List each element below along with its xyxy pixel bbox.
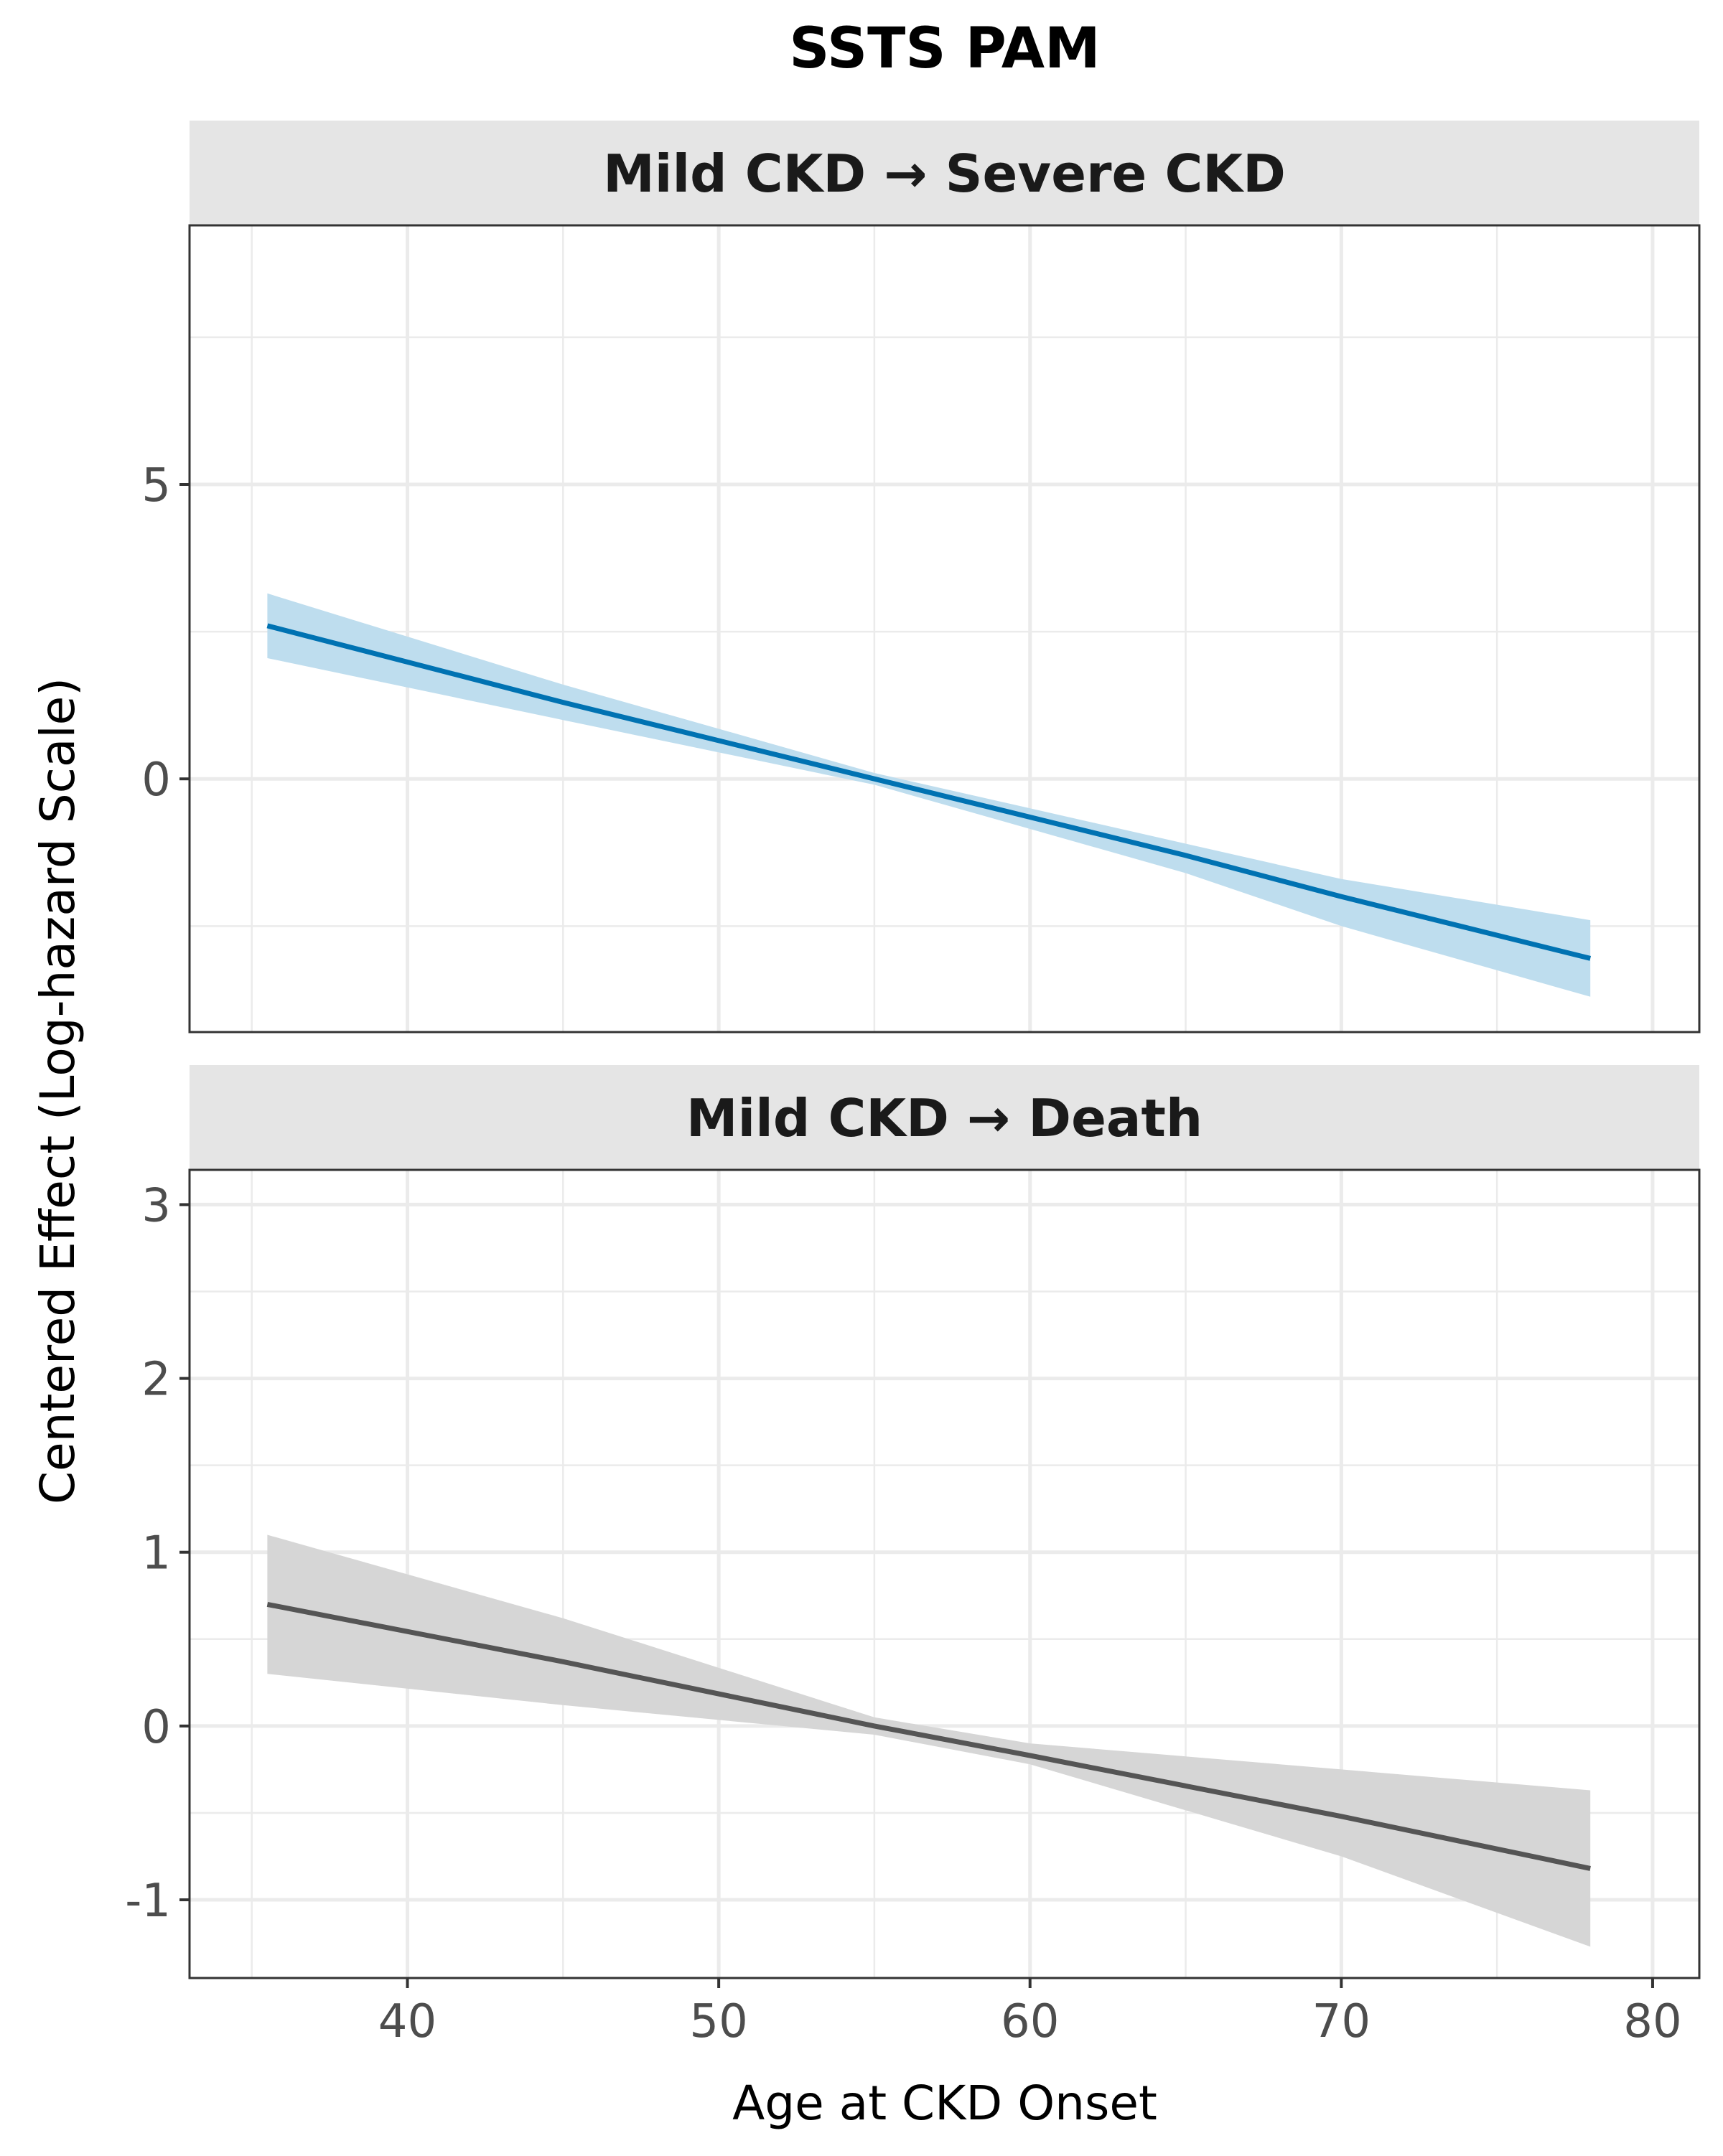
x-tick-label: 40 <box>378 1995 436 2048</box>
x-tick-label: 50 <box>689 1995 747 2048</box>
panel-1: Mild CKD → Severe CKD 0 5 <box>141 121 1701 1034</box>
y-tick-label: 3 <box>141 1179 171 1232</box>
chart-title: SSTS PAM <box>789 17 1100 81</box>
panel-border <box>188 1168 1701 1979</box>
x-tick-label: 80 <box>1623 1995 1681 2048</box>
y-tick-label: -1 <box>125 1875 171 1928</box>
series-line <box>266 623 1592 961</box>
panel-2: Mild CKD → Death -1 0 1 2 3 40 50 60 70 80 <box>125 1065 1701 2048</box>
panel-strip-label: Mild CKD → Severe CKD <box>603 144 1286 204</box>
confidence-band <box>267 593 1591 997</box>
x-tick-label: 60 <box>1001 1995 1059 2048</box>
y-tick-label: 2 <box>141 1354 171 1407</box>
y-tick-label: 0 <box>141 754 171 807</box>
confidence-band <box>267 1534 1591 1947</box>
panels-layer: Mild CKD → Severe CKD 0 5 Mild CKD → Death -… <box>125 121 1701 2048</box>
panel-strip <box>190 121 1699 225</box>
y-tick-label: 0 <box>141 1701 171 1754</box>
x-axis-label: Age at CKD Onset <box>732 2076 1157 2131</box>
x-tick-label: 70 <box>1312 1995 1371 2048</box>
series-line <box>266 1601 1591 1871</box>
y-axis-label: Centered Effect (Log-hazard Scale) <box>30 678 85 1504</box>
panel-strip <box>190 1065 1699 1170</box>
panel-border <box>188 224 1701 1034</box>
y-tick-label: 5 <box>141 459 171 512</box>
panel-strip-label: Mild CKD → Death <box>686 1088 1203 1148</box>
y-tick-label: 1 <box>141 1527 171 1580</box>
